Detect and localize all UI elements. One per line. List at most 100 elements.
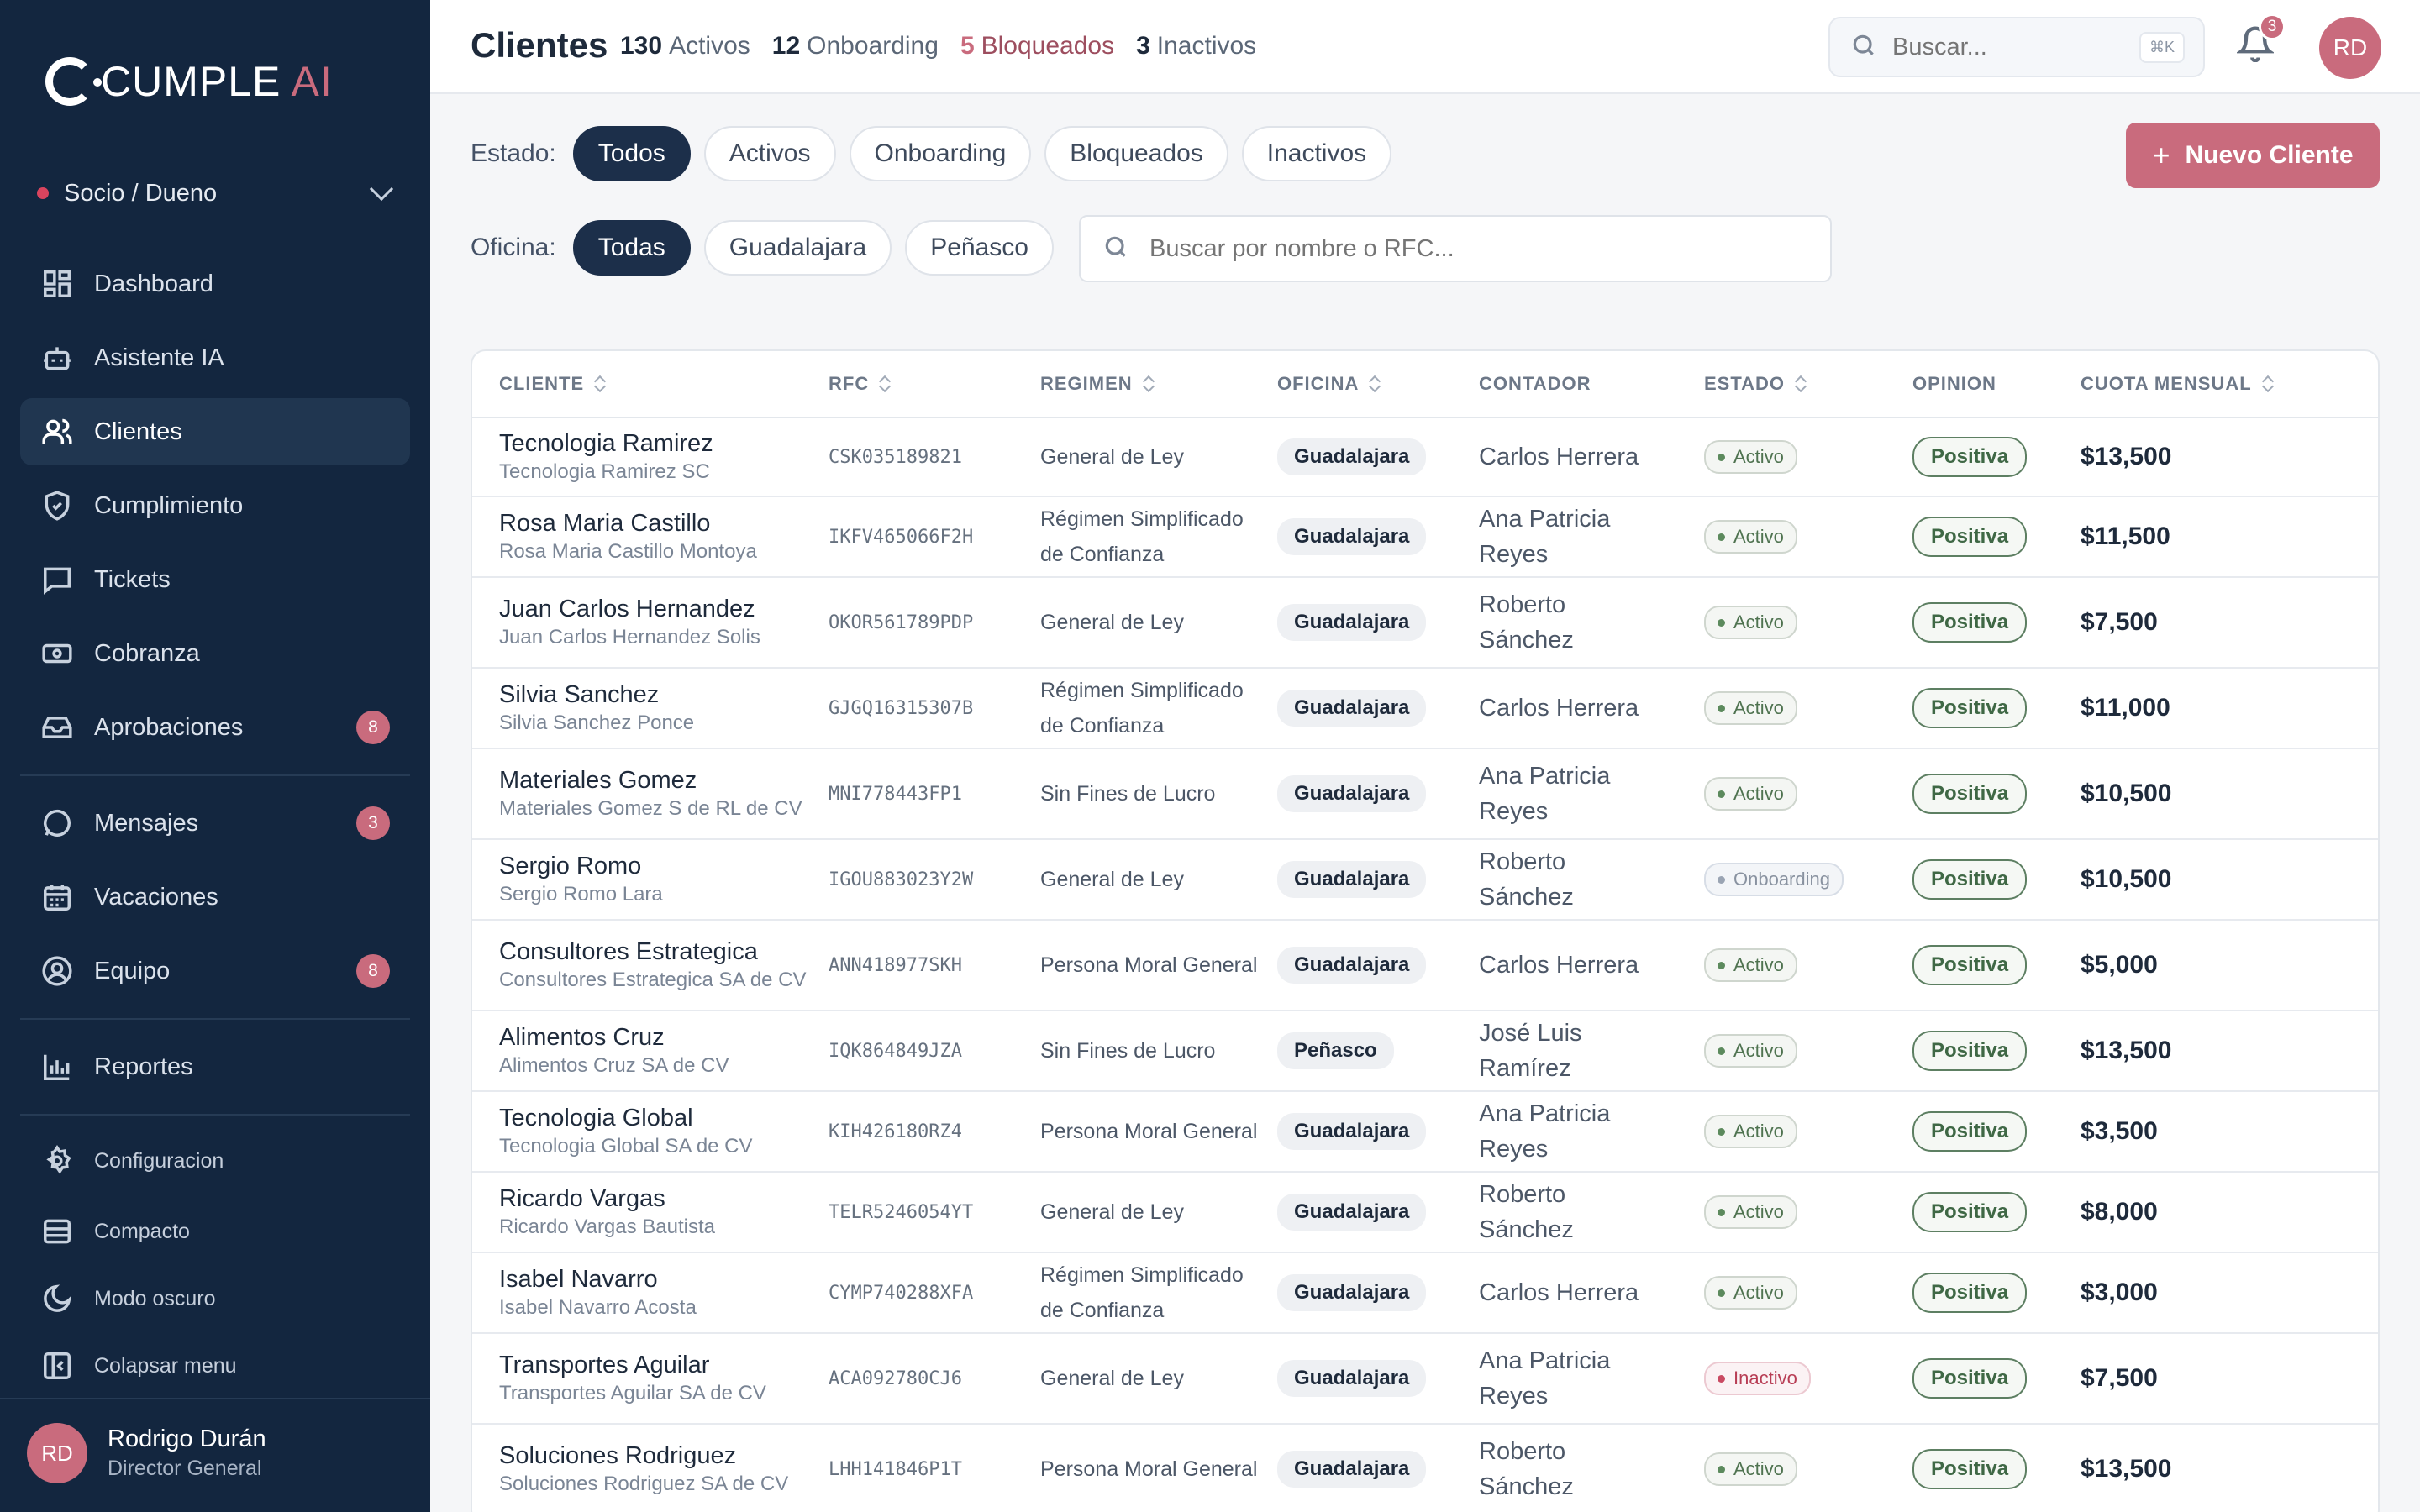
- sidebar-item-label: Tickets: [94, 565, 171, 593]
- sidebar-item-configuracion[interactable]: Configuracion: [20, 1127, 410, 1194]
- filter-oficina-guadalajara[interactable]: Guadalajara: [703, 220, 892, 276]
- global-search-input[interactable]: [1892, 33, 2136, 61]
- client-cell[interactable]: Ricardo Vargas Ricardo Vargas Bautista: [499, 1173, 810, 1252]
- notifications-button[interactable]: [2235, 25, 2279, 67]
- column-header-cliente[interactable]: CLIENTE: [499, 373, 606, 395]
- client-name[interactable]: Ricardo Vargas: [499, 1184, 666, 1212]
- table-row[interactable]: Transportes Aguilar Transportes Aguilar S…: [472, 1334, 2378, 1425]
- avatar[interactable]: RD: [2319, 17, 2381, 79]
- status-badge: Activo: [1704, 691, 1797, 725]
- table-row[interactable]: Ricardo Vargas Ricardo Vargas Bautista TEL…: [472, 1173, 2378, 1253]
- sidebar-item-vacaciones[interactable]: Vacaciones: [20, 864, 410, 931]
- client-cell[interactable]: Materiales Gomez Materiales Gomez S de RL…: [499, 749, 810, 838]
- rfc-cell: IKFV465066F2H: [829, 497, 1030, 576]
- client-name[interactable]: Juan Carlos Hernandez: [499, 595, 755, 622]
- client-name[interactable]: Transportes Aguilar: [499, 1351, 710, 1378]
- client-cell[interactable]: Silvia Sanchez Silvia Sanchez Ponce: [499, 669, 810, 748]
- opinion-cell: Positiva: [1912, 669, 2064, 748]
- column-header-estado[interactable]: ESTADO: [1704, 373, 1807, 395]
- client-search-input[interactable]: [1150, 234, 1805, 263]
- table-row[interactable]: Alimentos Cruz Alimentos Cruz SA de CV IQK…: [472, 1011, 2378, 1092]
- sidebar: CUMPLE AI Socio / Dueno Dashboard Asiste…: [0, 0, 430, 1512]
- filter-estado-inactivos[interactable]: Inactivos: [1241, 126, 1392, 181]
- accountant-name: Ana Patricia Reyes: [1479, 506, 1611, 568]
- client-name[interactable]: Consultores Estrategica: [499, 937, 758, 965]
- client-cell[interactable]: Sergio Romo Sergio Romo Lara: [499, 840, 810, 919]
- role-status-dot: [37, 187, 49, 199]
- sidebar-item-compacto[interactable]: Compacto: [20, 1198, 410, 1265]
- sidebar-item-tickets[interactable]: Tickets: [20, 546, 410, 613]
- client-name[interactable]: Tecnologia Ramirez: [499, 429, 713, 457]
- monthly-fee-value: $7,500: [2081, 1364, 2158, 1392]
- column-header-regimen[interactable]: REGIMEN: [1040, 373, 1155, 395]
- status-dot: [1718, 533, 1725, 541]
- sidebar-item-reportes[interactable]: Reportes: [20, 1033, 410, 1100]
- sidebar-item-modo-oscuro[interactable]: Modo oscuro: [20, 1265, 410, 1332]
- table-row[interactable]: Tecnologia Global Tecnologia Global SA de…: [472, 1092, 2378, 1173]
- filter-estado-activos[interactable]: Activos: [703, 126, 836, 181]
- client-cell[interactable]: Tecnologia Ramirez Tecnologia Ramirez SC: [499, 418, 810, 496]
- regimen-cell: General de Ley: [1040, 1173, 1267, 1252]
- client-name[interactable]: Sergio Romo: [499, 852, 642, 879]
- client-name[interactable]: Materiales Gomez: [499, 766, 697, 794]
- table-row[interactable]: Tecnologia Ramirez Tecnologia Ramirez SC C…: [472, 418, 2378, 497]
- client-cell[interactable]: Isabel Navarro Isabel Navarro Acosta: [499, 1253, 810, 1332]
- client-cell[interactable]: Transportes Aguilar Transportes Aguilar S…: [499, 1334, 810, 1423]
- client-cell[interactable]: Alimentos Cruz Alimentos Cruz SA de CV: [499, 1011, 810, 1090]
- sidebar-item-aprobaciones[interactable]: Aprobaciones 8: [20, 694, 410, 761]
- new-client-button[interactable]: + Nuevo Cliente: [2126, 123, 2380, 188]
- brand-logo[interactable]: CUMPLE AI: [45, 52, 333, 111]
- client-name[interactable]: Isabel Navarro: [499, 1265, 658, 1293]
- client-legal-name: Sergio Romo Lara: [499, 882, 663, 906]
- client-name[interactable]: Tecnologia Global: [499, 1104, 693, 1131]
- accountant-cell: Roberto Sánchez: [1479, 578, 1664, 667]
- role-selector[interactable]: Socio / Dueno: [37, 173, 394, 213]
- client-cell[interactable]: Rosa Maria Castillo Rosa Maria Castillo M…: [499, 497, 810, 576]
- sidebar-item-dashboard[interactable]: Dashboard: [20, 250, 410, 318]
- sidebar-item-asistente-ia[interactable]: Asistente IA: [20, 324, 410, 391]
- table-row[interactable]: Consultores Estrategica Consultores Estra…: [472, 921, 2378, 1011]
- filter-oficina-penasco[interactable]: Peñasco: [905, 220, 1054, 276]
- table-row[interactable]: Soluciones Rodriguez Soluciones Rodriguez…: [472, 1425, 2378, 1512]
- rfc-value: LHH141846P1T: [829, 1458, 962, 1480]
- sidebar-item-cobranza[interactable]: Cobranza: [20, 620, 410, 687]
- column-header-rfc[interactable]: RFC: [829, 373, 891, 395]
- client-name[interactable]: Alimentos Cruz: [499, 1023, 665, 1051]
- sidebar-item-label: Equipo: [94, 957, 171, 984]
- client-cell[interactable]: Juan Carlos Hernandez Juan Carlos Hernand…: [499, 578, 810, 667]
- client-name[interactable]: Rosa Maria Castillo: [499, 509, 711, 537]
- monthly-fee-value: $3,000: [2081, 1278, 2158, 1306]
- filter-estado-onboarding[interactable]: Onboarding: [849, 126, 1032, 181]
- sidebar-item-cumplimiento[interactable]: Cumplimiento: [20, 472, 410, 539]
- regimen-cell: Régimen Simplificado de Confianza: [1040, 1253, 1267, 1332]
- office-cell: Guadalajara: [1277, 1253, 1462, 1332]
- global-search[interactable]: ⌘K: [1828, 17, 2205, 77]
- avatar: RD: [27, 1423, 87, 1483]
- filter-estado-todos[interactable]: Todos: [572, 126, 691, 181]
- client-cell[interactable]: Soluciones Rodriguez Soluciones Rodriguez…: [499, 1425, 810, 1512]
- sidebar-item-equipo[interactable]: Equipo 8: [20, 937, 410, 1005]
- sidebar-item-colapsar-menu[interactable]: Colapsar menu: [20, 1332, 410, 1399]
- rfc-value: ANN418977SKH: [829, 954, 962, 976]
- table-row[interactable]: Isabel Navarro Isabel Navarro Acosta CYMP7…: [472, 1253, 2378, 1334]
- client-cell[interactable]: Consultores Estrategica Consultores Estra…: [499, 921, 810, 1010]
- table-row[interactable]: Materiales Gomez Materiales Gomez S de RL…: [472, 749, 2378, 840]
- client-cell[interactable]: Tecnologia Global Tecnologia Global SA de…: [499, 1092, 810, 1171]
- table-row[interactable]: Silvia Sanchez Silvia Sanchez Ponce GJGQ16…: [472, 669, 2378, 749]
- table-row[interactable]: Rosa Maria Castillo Rosa Maria Castillo M…: [472, 497, 2378, 578]
- monthly-fee-value: $11,500: [2081, 522, 2170, 550]
- filter-estado-bloqueados[interactable]: Bloqueados: [1044, 126, 1228, 181]
- client-name[interactable]: Soluciones Rodriguez: [499, 1441, 737, 1469]
- sidebar-item-mensajes[interactable]: Mensajes 3: [20, 790, 410, 857]
- client-search[interactable]: [1079, 215, 1832, 282]
- filter-oficina-todas[interactable]: Todas: [572, 220, 691, 276]
- sidebar-item-label: Cobranza: [94, 639, 200, 667]
- client-name[interactable]: Silvia Sanchez: [499, 680, 660, 708]
- column-header-cuota-mensual[interactable]: CUOTA MENSUAL: [2081, 373, 2274, 395]
- sidebar-item-clientes[interactable]: Clientes: [20, 398, 410, 465]
- user-profile[interactable]: RD Rodrigo Durán Director General: [27, 1423, 266, 1483]
- office-badge: Guadalajara: [1277, 690, 1427, 727]
- column-header-oficina[interactable]: OFICINA: [1277, 373, 1381, 395]
- table-row[interactable]: Sergio Romo Sergio Romo Lara IGOU883023Y2W…: [472, 840, 2378, 921]
- table-row[interactable]: Juan Carlos Hernandez Juan Carlos Hernand…: [472, 578, 2378, 669]
